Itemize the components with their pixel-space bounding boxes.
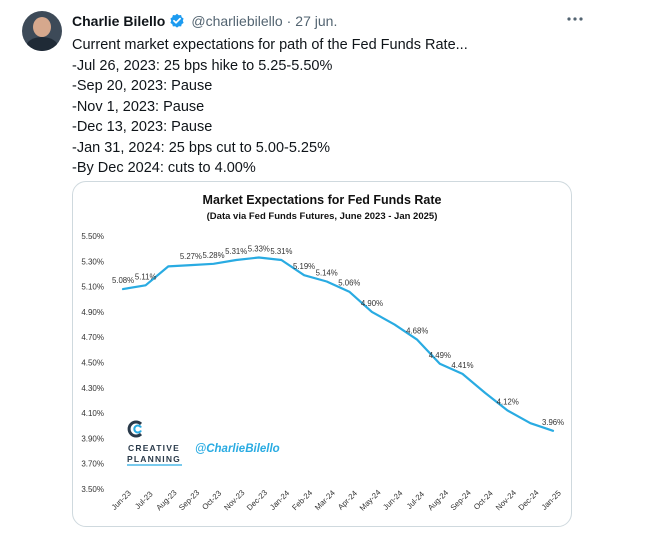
x-tick-label: Apr-24 [336, 488, 359, 511]
series-line [121, 256, 555, 432]
data-label: 5.14% [316, 269, 338, 278]
data-label: 5.31% [225, 247, 247, 256]
avatar-head [33, 17, 51, 37]
x-tick-label: Sep-23 [177, 488, 201, 512]
x-tick-label: Jun-23 [110, 489, 133, 512]
author-handle[interactable]: @charliebilello [191, 13, 283, 29]
watermark: CREATIVE PLANNING @CharlieBilello [127, 420, 280, 466]
fed-funds-chart: Market Expectations for Fed Funds Rate (… [81, 193, 564, 513]
x-tick-label: Dec-23 [245, 488, 269, 512]
chart-title: Market Expectations for Fed Funds Rate [203, 193, 442, 207]
tweet-line: Current market expectations for path of … [72, 37, 468, 53]
y-tick-label: 4.10% [81, 409, 104, 418]
data-label: 5.08% [112, 276, 134, 285]
avatar-shoulders [26, 37, 58, 51]
x-tick-label: Dec-24 [517, 488, 542, 513]
data-label: 5.33% [248, 245, 270, 254]
y-tick-label: 3.50% [81, 485, 104, 494]
y-tick-label: 4.70% [81, 333, 104, 342]
y-tick-label: 4.30% [81, 384, 104, 393]
data-label: 5.27% [180, 252, 202, 261]
data-label: 5.11% [135, 272, 157, 281]
data-label: 4.90% [361, 299, 383, 308]
x-tick-label: Feb-24 [290, 488, 314, 512]
x-tick-label: Jul-24 [405, 489, 427, 511]
x-tick-label: Jun-24 [381, 488, 405, 512]
data-label: 5.19% [293, 262, 315, 271]
tweet-media-card[interactable]: Market Expectations for Fed Funds Rate (… [72, 181, 572, 527]
data-label: 4.41% [451, 361, 473, 370]
avatar[interactable] [22, 11, 62, 51]
data-label: 4.12% [497, 398, 519, 407]
data-label: 5.31% [270, 247, 292, 256]
y-tick-label: 4.90% [81, 308, 104, 317]
y-tick-label: 5.30% [81, 257, 104, 266]
x-tick-label: Nov-24 [494, 488, 519, 513]
data-label: 4.49% [429, 351, 451, 360]
chart-subtitle: (Data via Fed Funds Futures, June 2023 -… [207, 211, 438, 222]
separator-dot: · [286, 13, 292, 29]
y-tick-label: 3.70% [81, 460, 104, 469]
y-tick-label: 3.90% [81, 434, 104, 443]
x-tick-label: Jul-23 [133, 490, 154, 511]
x-tick-label: May-24 [358, 487, 383, 512]
tweet-line: -Dec 13, 2023: Pause [72, 119, 213, 135]
data-label: 3.96% [542, 418, 564, 427]
y-tick-label: 5.50% [81, 232, 104, 241]
x-tick-label: Oct-23 [200, 489, 223, 512]
tweet-text: Current market expectations for path of … [72, 35, 612, 179]
tweet-date[interactable]: 27 jun. [295, 13, 338, 29]
tweet-line: -By Dec 2024: cuts to 4.00% [72, 160, 256, 176]
brand-line-1: CREATIVE [128, 443, 180, 453]
data-label: 5.28% [202, 251, 224, 260]
tweet-line: -Jan 31, 2024: 25 bps cut to 5.00-5.25% [72, 139, 330, 156]
tweet-line: -Nov 1, 2023: Pause [72, 98, 205, 115]
x-tick-label: Mar-24 [313, 488, 337, 512]
data-label: 4.68% [406, 327, 428, 336]
verified-badge-icon [169, 13, 185, 29]
brand-line-2: PLANNING [127, 454, 181, 464]
y-tick-label: 5.10% [81, 283, 104, 292]
data-label: 5.06% [338, 279, 360, 288]
x-tick-label: Sep-24 [449, 488, 474, 513]
creative-planning-logo-icon [127, 420, 143, 438]
author-name[interactable]: Charlie Bilello [72, 13, 166, 29]
x-tick-label: Nov-23 [222, 488, 246, 512]
watermark-handle: @CharlieBilello [195, 443, 280, 455]
x-tick-label: Aug-24 [426, 488, 451, 513]
y-tick-label: 4.50% [81, 359, 104, 368]
tweet-header: Charlie Bilello @charliebilello · 27 jun… [72, 11, 337, 31]
tweet-line: -Sep 20, 2023: Pause [72, 78, 213, 94]
more-horizontal-icon[interactable] [566, 10, 584, 33]
x-tick-label: Aug-23 [154, 488, 178, 512]
tweet-line: -Jul 26, 2023: 25 bps hike to 5.25-5.50% [72, 57, 333, 74]
x-tick-label: Oct-24 [472, 488, 495, 511]
x-tick-label: Jan-25 [540, 488, 564, 512]
x-tick-label: Jan-24 [268, 488, 292, 512]
